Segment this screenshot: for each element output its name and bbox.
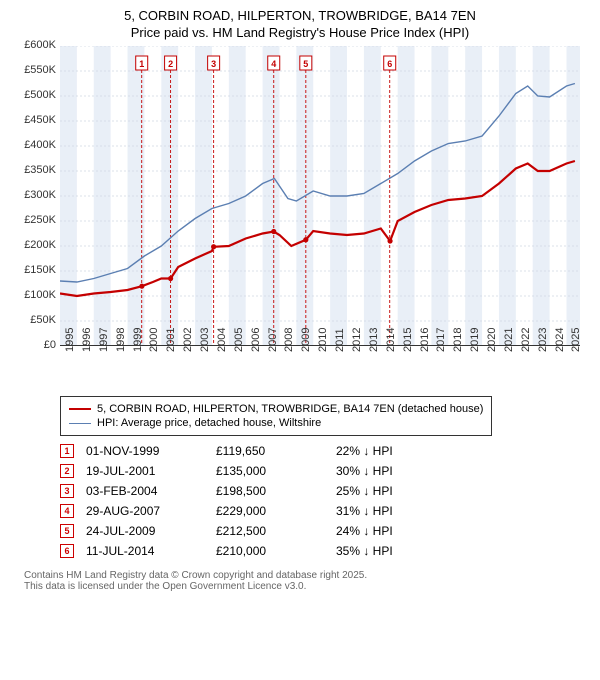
x-tick-label: 2001 [165, 328, 177, 352]
x-tick-label: 2018 [452, 328, 464, 352]
sale-price: £210,000 [216, 544, 336, 558]
sale-marker-icon: 6 [60, 544, 74, 558]
y-tick-label: £400K [12, 139, 56, 151]
x-tick-label: 1996 [81, 328, 93, 352]
sales-row: 2 19-JUL-2001£135,00030% ↓ HPI [60, 464, 588, 478]
x-tick-label: 2012 [351, 328, 363, 352]
x-tick-label: 2000 [148, 328, 160, 352]
x-tick-label: 2022 [520, 328, 532, 352]
legend-row-hpi: HPI: Average price, detached house, Wilt… [69, 417, 483, 429]
x-tick-label: 2025 [570, 328, 582, 352]
footnote-line1: Contains HM Land Registry data © Crown c… [24, 570, 588, 581]
x-tick-label: 2002 [182, 328, 194, 352]
sale-delta: 31% ↓ HPI [336, 504, 456, 518]
sale-price: £198,500 [216, 484, 336, 498]
legend-swatch-hpi [69, 423, 91, 424]
sales-row: 6 11-JUL-2014£210,00035% ↓ HPI [60, 544, 588, 558]
x-tick-label: 2004 [216, 328, 228, 352]
y-tick-label: £250K [12, 214, 56, 226]
legend-label-hpi: HPI: Average price, detached house, Wilt… [97, 417, 321, 429]
x-tick-label: 2014 [385, 328, 397, 352]
title-line1: 5, CORBIN ROAD, HILPERTON, TROWBRIDGE, B… [12, 8, 588, 23]
y-tick-label: £500K [12, 89, 56, 101]
y-tick-label: £0 [12, 339, 56, 351]
x-tick-label: 2006 [250, 328, 262, 352]
svg-text:5: 5 [303, 59, 308, 69]
y-tick-label: £350K [12, 164, 56, 176]
x-tick-label: 2007 [267, 328, 279, 352]
x-tick-label: 2008 [283, 328, 295, 352]
sale-date: 19-JUL-2001 [86, 464, 216, 478]
sale-marker-icon: 4 [60, 504, 74, 518]
sales-row: 1 01-NOV-1999£119,65022% ↓ HPI [60, 444, 588, 458]
sale-delta: 35% ↓ HPI [336, 544, 456, 558]
sale-price: £212,500 [216, 524, 336, 538]
footnote-line2: This data is licensed under the Open Gov… [24, 581, 588, 592]
sale-date: 03-FEB-2004 [86, 484, 216, 498]
sale-delta: 24% ↓ HPI [336, 524, 456, 538]
svg-text:6: 6 [387, 59, 392, 69]
sale-delta: 30% ↓ HPI [336, 464, 456, 478]
x-tick-label: 2024 [554, 328, 566, 352]
legend-row-sold: 5, CORBIN ROAD, HILPERTON, TROWBRIDGE, B… [69, 403, 483, 415]
x-tick-label: 2019 [469, 328, 481, 352]
sales-row: 4 29-AUG-2007£229,00031% ↓ HPI [60, 504, 588, 518]
sale-date: 24-JUL-2009 [86, 524, 216, 538]
sale-date: 11-JUL-2014 [86, 544, 216, 558]
plot-region: 1 2 3 4 5 6 [60, 46, 580, 346]
sale-date: 29-AUG-2007 [86, 504, 216, 518]
x-tick-label: 2023 [537, 328, 549, 352]
sale-marker-icon: 1 [60, 444, 74, 458]
title-line2: Price paid vs. HM Land Registry's House … [12, 25, 588, 40]
x-tick-label: 1998 [115, 328, 127, 352]
y-tick-label: £100K [12, 289, 56, 301]
svg-text:2: 2 [168, 59, 173, 69]
sale-delta: 22% ↓ HPI [336, 444, 456, 458]
sale-delta: 25% ↓ HPI [336, 484, 456, 498]
sale-marker-icon: 5 [60, 524, 74, 538]
y-tick-label: £550K [12, 64, 56, 76]
y-tick-label: £50K [12, 314, 56, 326]
sales-table: 1 01-NOV-1999£119,65022% ↓ HPI 2 19-JUL-200… [60, 444, 588, 558]
plot-svg: 1 2 3 4 5 6 [60, 46, 580, 346]
svg-text:3: 3 [211, 59, 216, 69]
x-tick-label: 2013 [368, 328, 380, 352]
legend: 5, CORBIN ROAD, HILPERTON, TROWBRIDGE, B… [60, 396, 492, 436]
sale-date: 01-NOV-1999 [86, 444, 216, 458]
x-tick-label: 1997 [98, 328, 110, 352]
sale-marker-icon: 3 [60, 484, 74, 498]
x-tick-label: 2011 [334, 328, 346, 352]
x-tick-label: 1995 [64, 328, 76, 352]
legend-swatch-sold [69, 408, 91, 410]
x-tick-label: 2020 [486, 328, 498, 352]
x-tick-label: 2015 [402, 328, 414, 352]
chart-area: 1 2 3 4 5 6 £0 £50K £100K £150K £200K £250K £300K £3… [12, 46, 588, 386]
legend-label-sold: 5, CORBIN ROAD, HILPERTON, TROWBRIDGE, B… [97, 403, 483, 415]
chart-container: 5, CORBIN ROAD, HILPERTON, TROWBRIDGE, B… [0, 0, 600, 604]
svg-text:1: 1 [139, 59, 144, 69]
y-tick-label: £450K [12, 114, 56, 126]
x-tick-label: 2005 [233, 328, 245, 352]
x-tick-label: 2009 [300, 328, 312, 352]
y-tick-label: £150K [12, 264, 56, 276]
footnote: Contains HM Land Registry data © Crown c… [24, 570, 588, 592]
y-tick-label: £600K [12, 39, 56, 51]
sale-price: £135,000 [216, 464, 336, 478]
x-tick-label: 2021 [503, 328, 515, 352]
x-tick-label: 2016 [419, 328, 431, 352]
x-tick-label: 1999 [132, 328, 144, 352]
y-tick-label: £200K [12, 239, 56, 251]
sale-price: £229,000 [216, 504, 336, 518]
svg-text:4: 4 [271, 59, 276, 69]
x-tick-label: 2010 [317, 328, 329, 352]
sale-marker-icon: 2 [60, 464, 74, 478]
sale-price: £119,650 [216, 444, 336, 458]
y-tick-label: £300K [12, 189, 56, 201]
sales-row: 5 24-JUL-2009£212,50024% ↓ HPI [60, 524, 588, 538]
x-tick-label: 2017 [435, 328, 447, 352]
x-tick-label: 2003 [199, 328, 211, 352]
sales-row: 3 03-FEB-2004£198,50025% ↓ HPI [60, 484, 588, 498]
